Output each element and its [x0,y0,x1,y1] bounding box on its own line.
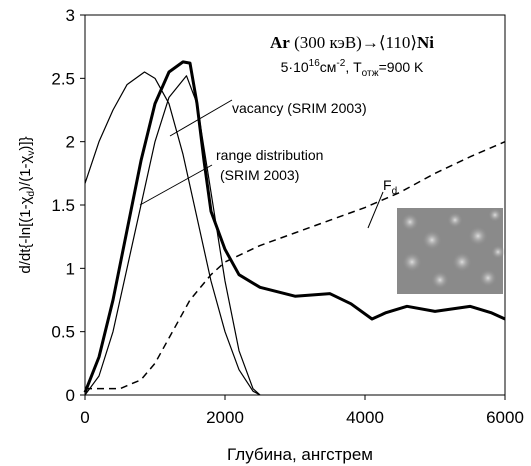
series-line [84,75,261,396]
fd-label: Fd [383,177,397,197]
y-tick-label: 1.5 [51,196,75,215]
pointer [169,99,233,137]
inset-image [397,208,505,294]
chart-subtitle: 5·1016см-2, Tотж=900 K [281,58,424,79]
chart-title: Ar (300 кэВ)→⟨110⟩Ni [270,33,434,52]
annotation: range distribution [216,147,323,163]
pointer [139,164,213,206]
series-line [83,60,506,394]
x-tick-label: 6000 [486,408,524,427]
y-axis-label: d/dt{-ln[(1-χd)/(1-χv)]} [17,136,37,273]
y-tick-label: 3 [66,6,75,25]
y-tick-label: 0.5 [51,323,75,342]
y-tick-label: 0 [66,386,75,405]
x-axis-label: Глубина, ангстрем [227,445,373,464]
pointer [367,191,384,229]
annotation: vacancy (SRIM 2003) [232,100,367,116]
y-tick-label: 2 [66,133,75,152]
series-line [84,71,261,396]
annotation: (SRIM 2003) [220,167,299,183]
y-tick-label: 2.5 [51,69,75,88]
x-tick-label: 2000 [206,408,244,427]
y-tick-label: 1 [66,259,75,278]
series-line [85,140,506,390]
x-tick-label: 0 [80,408,89,427]
x-tick-label: 4000 [346,408,384,427]
